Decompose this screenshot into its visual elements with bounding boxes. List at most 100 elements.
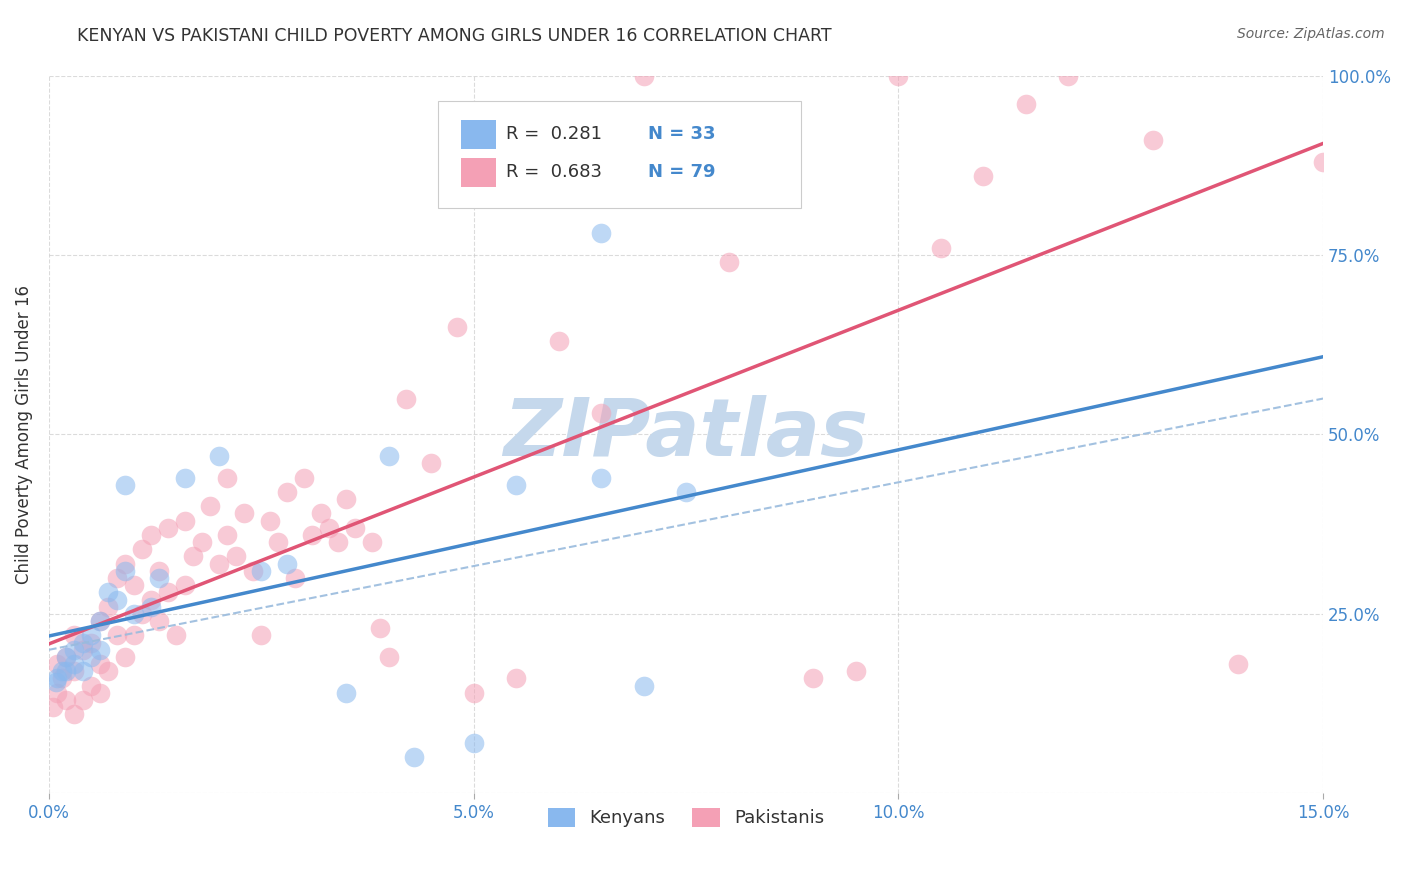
Point bbox=[105, 592, 128, 607]
Point bbox=[131, 607, 153, 621]
Point bbox=[63, 628, 86, 642]
Point bbox=[191, 535, 214, 549]
Point bbox=[72, 693, 94, 707]
Point bbox=[148, 564, 170, 578]
Point bbox=[208, 557, 231, 571]
Point bbox=[309, 507, 332, 521]
Point bbox=[122, 578, 145, 592]
Point bbox=[267, 535, 290, 549]
Point bbox=[633, 69, 655, 83]
Point bbox=[46, 657, 69, 672]
Point bbox=[250, 628, 273, 642]
Point bbox=[139, 599, 162, 614]
Point bbox=[717, 255, 740, 269]
Point bbox=[276, 557, 298, 571]
Point bbox=[463, 686, 485, 700]
Point bbox=[1312, 154, 1334, 169]
Point bbox=[55, 665, 77, 679]
Point bbox=[105, 571, 128, 585]
Point bbox=[675, 484, 697, 499]
Point bbox=[377, 449, 399, 463]
Bar bbox=[461, 158, 496, 186]
Point bbox=[55, 650, 77, 665]
Point bbox=[675, 169, 697, 183]
Point bbox=[591, 227, 613, 241]
Point bbox=[972, 169, 994, 183]
Point bbox=[292, 470, 315, 484]
Point bbox=[420, 456, 443, 470]
Point bbox=[505, 672, 527, 686]
Point bbox=[51, 672, 73, 686]
Point bbox=[343, 521, 366, 535]
Point bbox=[156, 585, 179, 599]
Text: ZIPatlas: ZIPatlas bbox=[503, 395, 869, 474]
Point bbox=[301, 528, 323, 542]
Point bbox=[233, 507, 256, 521]
Point bbox=[63, 665, 86, 679]
Point bbox=[1057, 69, 1080, 83]
Point bbox=[148, 614, 170, 628]
Point bbox=[131, 542, 153, 557]
Y-axis label: Child Poverty Among Girls Under 16: Child Poverty Among Girls Under 16 bbox=[15, 285, 32, 584]
Point bbox=[591, 406, 613, 420]
Point bbox=[887, 69, 910, 83]
Text: R =  0.281: R = 0.281 bbox=[506, 125, 602, 143]
Point bbox=[114, 477, 136, 491]
Point bbox=[114, 650, 136, 665]
Point bbox=[122, 607, 145, 621]
Point bbox=[591, 470, 613, 484]
FancyBboxPatch shape bbox=[437, 101, 801, 209]
Point bbox=[173, 470, 195, 484]
Point bbox=[208, 449, 231, 463]
Point bbox=[63, 642, 86, 657]
Point bbox=[89, 686, 111, 700]
Point bbox=[242, 564, 264, 578]
Text: N = 79: N = 79 bbox=[648, 163, 716, 181]
Point bbox=[404, 750, 426, 764]
Text: Source: ZipAtlas.com: Source: ZipAtlas.com bbox=[1237, 27, 1385, 41]
Point bbox=[463, 736, 485, 750]
Point bbox=[845, 665, 868, 679]
Point bbox=[55, 650, 77, 665]
Point bbox=[259, 514, 281, 528]
Point bbox=[217, 470, 239, 484]
Point bbox=[148, 571, 170, 585]
Point bbox=[446, 319, 468, 334]
Point bbox=[114, 557, 136, 571]
Point bbox=[46, 672, 69, 686]
Point bbox=[97, 599, 120, 614]
Point bbox=[368, 621, 391, 635]
Point bbox=[1142, 133, 1164, 147]
Point bbox=[1227, 657, 1250, 672]
Point bbox=[97, 585, 120, 599]
Point bbox=[217, 528, 239, 542]
Text: KENYAN VS PAKISTANI CHILD POVERTY AMONG GIRLS UNDER 16 CORRELATION CHART: KENYAN VS PAKISTANI CHILD POVERTY AMONG … bbox=[77, 27, 832, 45]
Point bbox=[89, 642, 111, 657]
Point bbox=[633, 679, 655, 693]
Point bbox=[276, 484, 298, 499]
Point bbox=[225, 549, 247, 564]
Point bbox=[183, 549, 205, 564]
Point bbox=[318, 521, 340, 535]
Point bbox=[72, 665, 94, 679]
Point bbox=[165, 628, 187, 642]
Legend: Kenyans, Pakistanis: Kenyans, Pakistanis bbox=[541, 801, 831, 835]
Point bbox=[80, 635, 103, 649]
Point bbox=[360, 535, 382, 549]
Point bbox=[395, 392, 418, 406]
Point bbox=[173, 514, 195, 528]
Point bbox=[122, 628, 145, 642]
Point bbox=[63, 707, 86, 722]
Point bbox=[1015, 97, 1038, 112]
Point bbox=[105, 628, 128, 642]
Point bbox=[89, 614, 111, 628]
Point bbox=[505, 477, 527, 491]
Point bbox=[72, 642, 94, 657]
Point bbox=[72, 635, 94, 649]
Point bbox=[326, 535, 349, 549]
Point bbox=[335, 686, 357, 700]
Point bbox=[200, 500, 222, 514]
Point bbox=[55, 693, 77, 707]
Point bbox=[139, 592, 162, 607]
Point bbox=[173, 578, 195, 592]
